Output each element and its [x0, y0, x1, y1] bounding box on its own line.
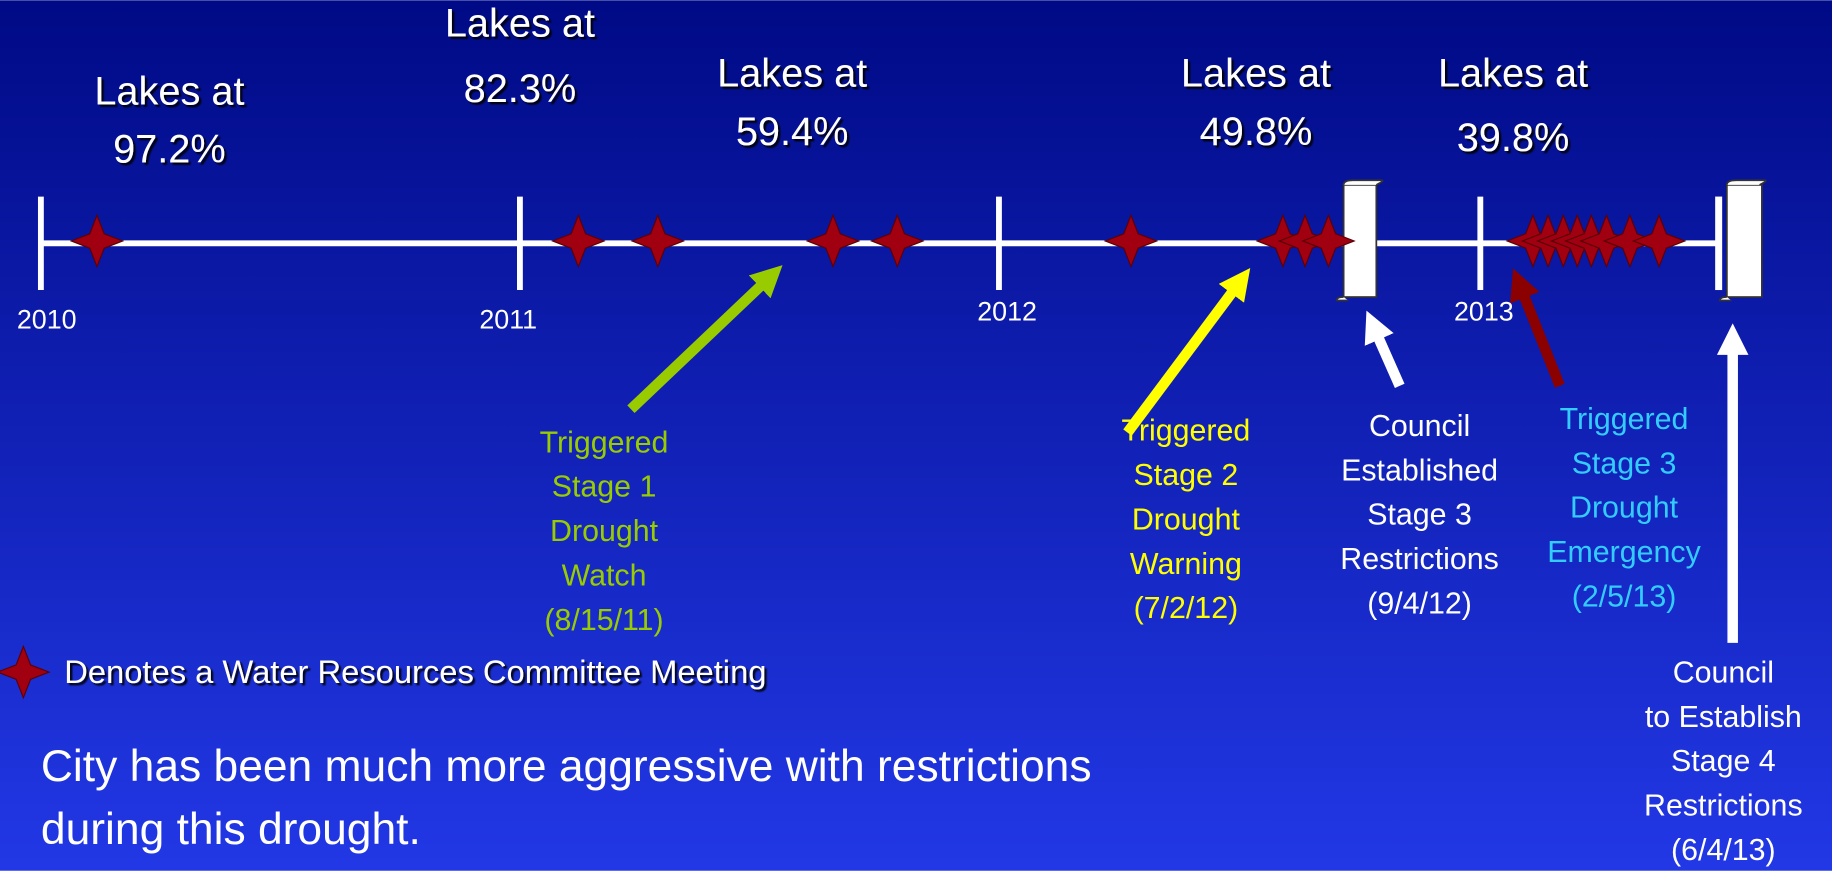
event-label: Restrictions	[1340, 543, 1499, 576]
note-line: during this drought.	[41, 805, 421, 854]
event-label: Established	[1341, 454, 1498, 487]
event-label: Warning	[1130, 548, 1242, 581]
event-label: (8/15/11)	[544, 604, 663, 637]
event-label: Council	[1369, 410, 1470, 443]
event-label: (9/4/12)	[1367, 588, 1472, 621]
event-label: Triggered	[540, 426, 669, 459]
lake-level-label: Lakes at	[1438, 52, 1588, 96]
event-label: Watch	[562, 559, 647, 592]
event-label: Stage 2	[1134, 459, 1239, 492]
event-label: Stage 3	[1367, 499, 1472, 532]
meeting-marker	[869, 213, 925, 269]
meeting-marker	[1602, 213, 1658, 269]
meeting-marker	[1301, 213, 1356, 269]
year-label: 2011	[479, 305, 537, 335]
lake-level-label: Lakes at	[1181, 52, 1331, 96]
lake-level-label: 49.8%	[1200, 110, 1313, 154]
event-label: Emergency	[1547, 536, 1701, 569]
year-label: 2012	[977, 296, 1037, 326]
scroll	[1335, 179, 1384, 302]
event-label: (6/4/13)	[1671, 834, 1776, 867]
arrow-stage2	[1123, 268, 1251, 436]
meeting-marker	[551, 213, 606, 269]
arrow-stage1	[627, 265, 783, 414]
lake-level-label: 39.8%	[1457, 116, 1570, 160]
event-label: Triggered	[1560, 403, 1689, 436]
meeting-marker	[1103, 213, 1159, 269]
event-label: Drought	[550, 515, 659, 548]
meeting-marker	[805, 213, 861, 269]
event-arrows	[627, 265, 1749, 643]
event-label: Council	[1673, 656, 1774, 689]
scroll	[1715, 179, 1767, 302]
arrow-council3	[1364, 310, 1405, 388]
note-line: City has been much more aggressive with …	[41, 742, 1092, 791]
lake-level-label: 82.3%	[464, 67, 577, 111]
meeting-marker	[69, 213, 125, 269]
event-label: Triggered	[1121, 415, 1250, 448]
year-label: 2013	[1454, 296, 1514, 326]
event-label: Drought	[1570, 492, 1679, 525]
lake-level-label: Lakes at	[94, 69, 244, 113]
lake-level-label: Lakes at	[445, 1, 595, 45]
legend-marker	[0, 644, 51, 700]
event-label: (7/2/12)	[1134, 592, 1239, 625]
legend-label: Denotes a Water Resources Committee Meet…	[64, 653, 766, 690]
year-label: 2010	[17, 305, 77, 335]
lake-level-label: 97.2%	[113, 128, 226, 172]
meeting-marker	[1631, 213, 1687, 269]
event-label: Drought	[1132, 503, 1241, 536]
event-label: Stage 3	[1572, 447, 1677, 480]
event-label: Restrictions	[1644, 790, 1803, 823]
event-label: Stage 4	[1671, 745, 1776, 778]
event-label: to Establish	[1645, 701, 1802, 734]
event-label: Stage 1	[552, 471, 657, 504]
arrow-stage3	[1510, 268, 1565, 388]
meeting-marker	[630, 213, 686, 269]
event-label: (2/5/13)	[1572, 581, 1677, 614]
lake-level-label: Lakes at	[717, 52, 867, 96]
lake-level-label: 59.4%	[736, 110, 849, 154]
